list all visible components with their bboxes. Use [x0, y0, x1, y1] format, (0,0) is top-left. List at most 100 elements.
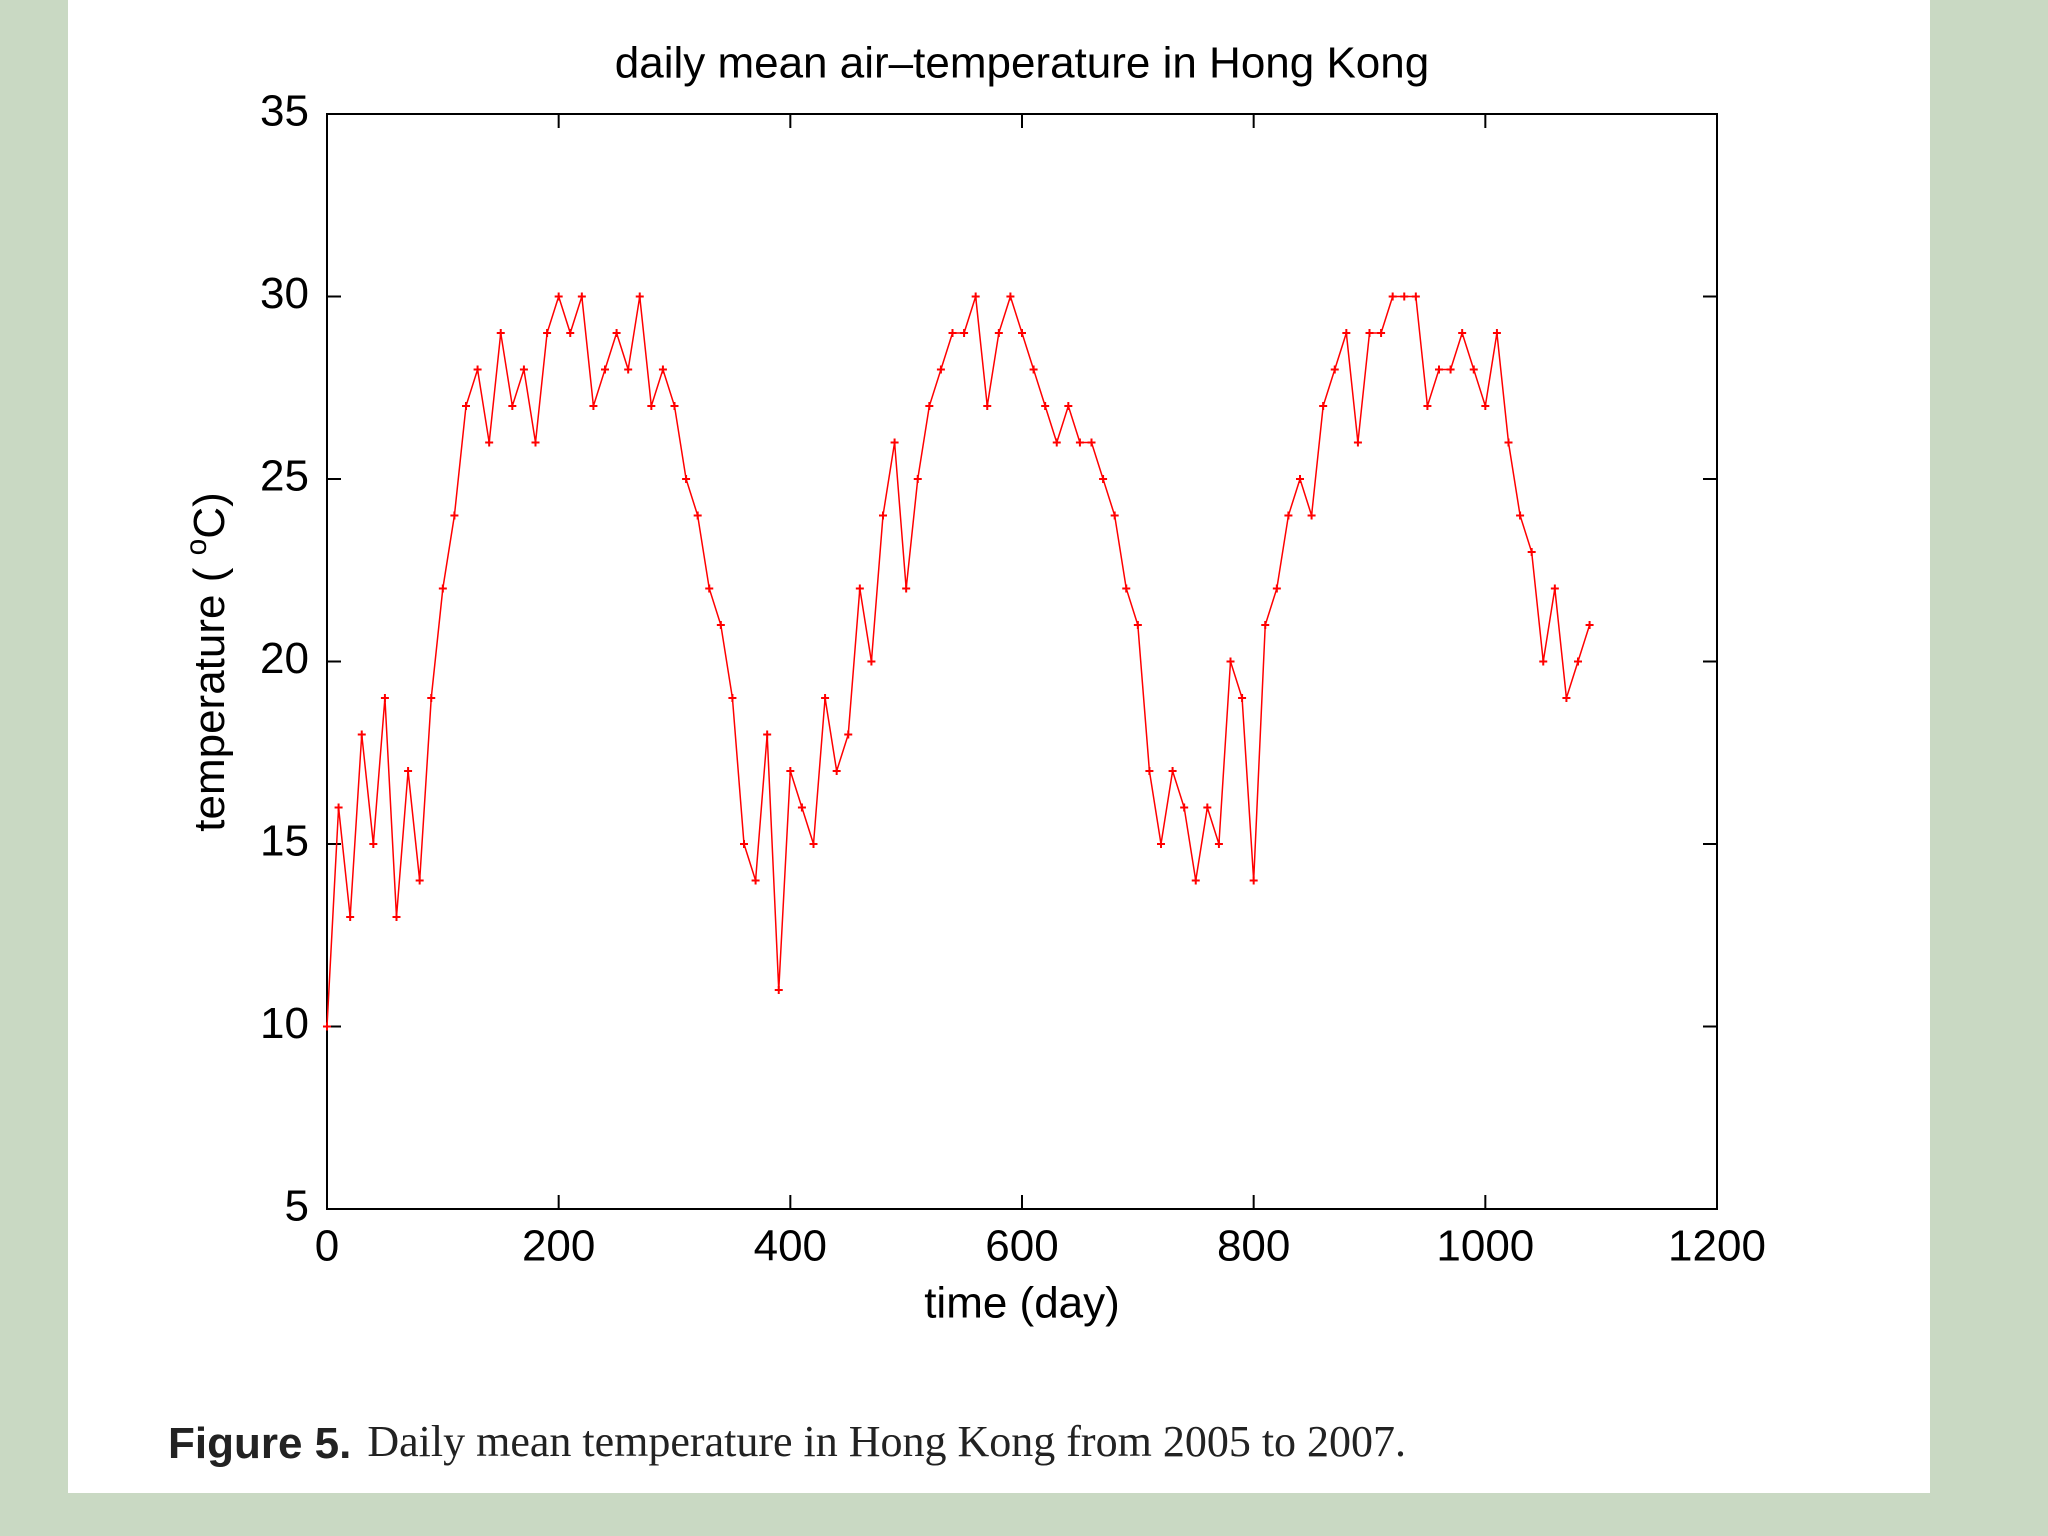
point — [577, 292, 586, 301]
point — [797, 803, 806, 812]
point — [763, 730, 772, 739]
point — [832, 767, 841, 775]
point — [821, 694, 830, 702]
point — [531, 438, 540, 447]
point — [879, 511, 887, 520]
y-tick-label: 25 — [260, 452, 309, 501]
caption-text: Daily mean temperature in Hong Kong from… — [367, 1417, 1406, 1466]
x-tick-label: 0 — [315, 1222, 339, 1271]
point — [809, 840, 818, 848]
point — [1018, 329, 1026, 337]
y-tick-label: 5 — [285, 1182, 309, 1231]
point — [1029, 365, 1038, 374]
point — [1365, 329, 1374, 337]
y-tick-label: 15 — [260, 817, 309, 866]
point — [346, 913, 355, 921]
point — [1307, 511, 1316, 520]
point — [1492, 329, 1501, 337]
point — [438, 584, 447, 593]
point — [1527, 548, 1536, 556]
point — [913, 475, 922, 483]
point — [415, 876, 424, 885]
point — [1388, 292, 1397, 301]
point — [462, 402, 470, 410]
caption: Figure 5. Daily mean temperature in Hong … — [168, 1417, 1406, 1468]
point — [1157, 840, 1165, 848]
point — [983, 402, 992, 410]
point — [751, 876, 760, 885]
point — [867, 657, 876, 666]
point — [450, 511, 459, 520]
point — [994, 329, 1003, 337]
point — [635, 292, 644, 301]
point — [658, 365, 667, 374]
point — [1145, 767, 1154, 775]
y-label-unit: C) — [185, 492, 234, 538]
point — [740, 840, 748, 848]
x-tick-label: 800 — [1217, 1222, 1290, 1271]
point — [1099, 475, 1108, 483]
point — [786, 767, 795, 775]
point — [357, 730, 366, 739]
point — [1110, 511, 1119, 520]
point — [1550, 584, 1559, 593]
point — [1296, 475, 1304, 483]
x-tick-label: 200 — [522, 1222, 595, 1271]
x-tick-label: 600 — [985, 1222, 1058, 1271]
y-label-text: temperature ( — [185, 555, 234, 831]
point — [404, 767, 413, 775]
point — [1214, 840, 1223, 848]
point — [1377, 329, 1386, 337]
point — [1261, 621, 1270, 629]
point — [1458, 329, 1467, 337]
point — [1446, 365, 1455, 374]
point — [1180, 803, 1189, 812]
point — [380, 694, 389, 702]
point — [716, 621, 725, 629]
point — [728, 694, 737, 702]
chart-title: daily mean air–temperature in Hong Kong — [615, 39, 1429, 88]
caption-label: Figure 5. — [168, 1419, 351, 1468]
point — [566, 329, 575, 337]
point — [902, 584, 911, 593]
point — [1411, 292, 1420, 301]
point — [1226, 657, 1235, 666]
point — [855, 584, 864, 593]
point — [543, 329, 552, 337]
point — [647, 402, 656, 410]
point — [925, 402, 934, 410]
point — [1319, 402, 1328, 410]
point — [612, 329, 621, 337]
point — [1400, 292, 1409, 301]
point — [1353, 438, 1362, 447]
point — [1504, 438, 1513, 447]
point — [485, 438, 494, 447]
point — [948, 329, 957, 337]
point — [1087, 438, 1096, 447]
point — [1562, 694, 1571, 702]
point — [601, 365, 609, 374]
point — [369, 840, 378, 848]
point — [1469, 365, 1478, 374]
point — [890, 438, 899, 447]
point — [1122, 584, 1131, 593]
point — [1238, 694, 1247, 702]
x-axis-label: time (day) — [924, 1279, 1120, 1328]
point — [1168, 767, 1177, 775]
point — [508, 402, 517, 410]
point — [1539, 657, 1548, 666]
point — [519, 365, 528, 374]
point — [427, 694, 436, 702]
point — [670, 402, 679, 410]
panel — [68, 0, 1930, 1493]
y-tick-label: 35 — [260, 87, 309, 136]
point — [693, 511, 702, 520]
point — [1342, 329, 1351, 337]
point — [473, 365, 482, 374]
point — [1585, 621, 1594, 629]
point — [1284, 511, 1293, 520]
point — [554, 292, 563, 301]
point — [844, 730, 853, 739]
point — [323, 1022, 331, 1031]
